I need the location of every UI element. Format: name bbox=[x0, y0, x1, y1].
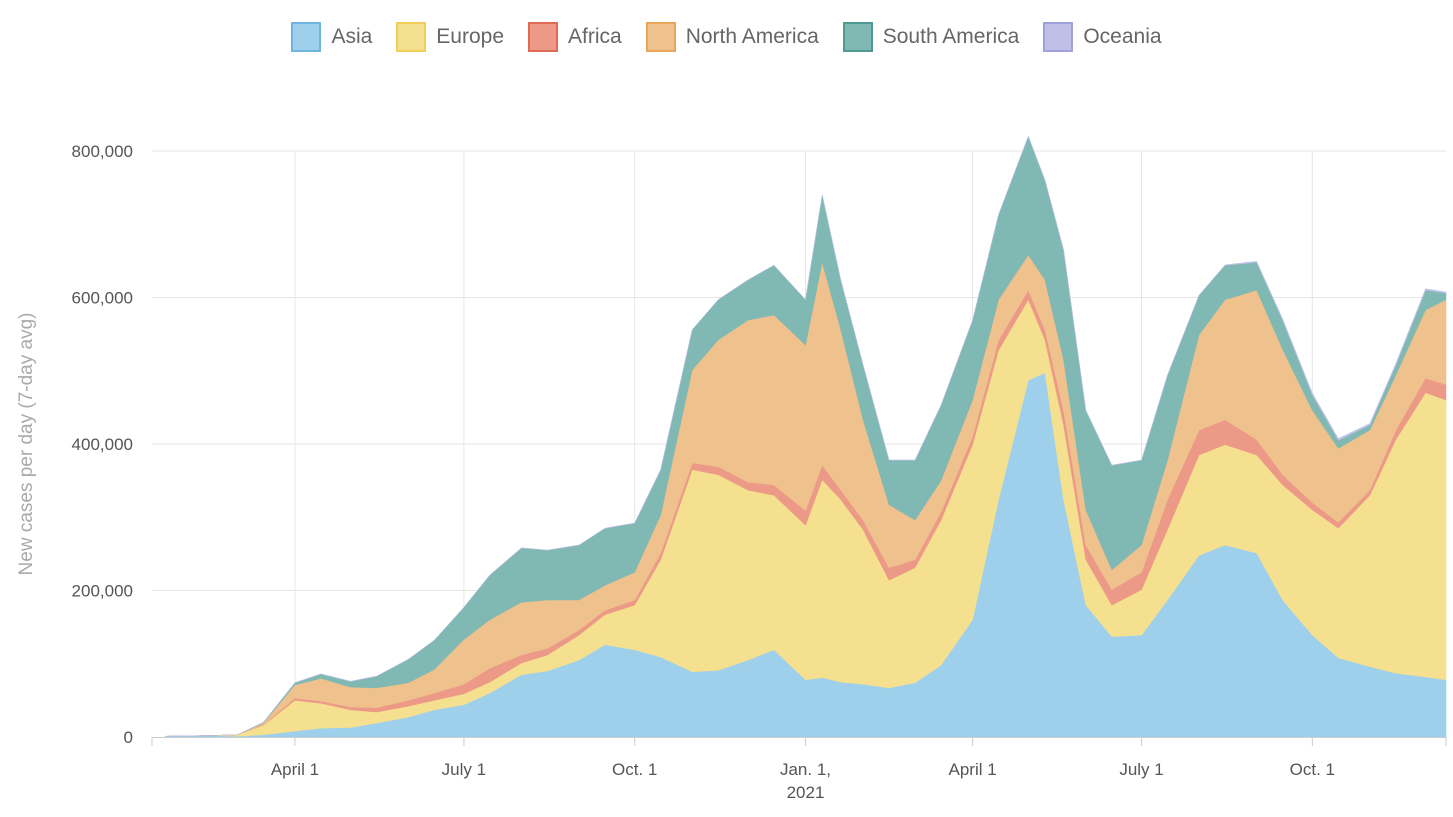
legend-swatch bbox=[842, 22, 873, 52]
x-tick-label: July 1 bbox=[442, 760, 486, 779]
axes: 0 200,000 400,000 600,000 800,000 April 1 July… bbox=[72, 142, 1447, 802]
legend-label: Africa bbox=[568, 25, 622, 48]
area-oceania bbox=[164, 135, 1447, 737]
legend-label: North America bbox=[685, 25, 819, 48]
legend-item-north-america[interactable]: North America bbox=[645, 22, 819, 52]
legend-swatch bbox=[396, 22, 427, 52]
legend-label: Oceania bbox=[1083, 25, 1162, 48]
y-tick-label: 200,000 bbox=[72, 582, 133, 601]
legend-item-asia[interactable]: Asia bbox=[291, 22, 372, 52]
y-tick-label: 0 bbox=[124, 728, 133, 747]
legend-item-europe[interactable]: Europe bbox=[396, 22, 504, 52]
legend-swatch bbox=[528, 22, 559, 52]
legend-label: Asia bbox=[331, 25, 373, 48]
legend-item-africa[interactable]: Africa bbox=[528, 22, 622, 52]
legend-swatch bbox=[1043, 22, 1074, 52]
x-tick-label: April 1 bbox=[948, 760, 996, 779]
x-tick-label: Jan. 1, bbox=[780, 760, 831, 779]
x-tick-label: Oct. 1 bbox=[1290, 760, 1335, 779]
x-tick-label: Oct. 1 bbox=[612, 760, 657, 779]
y-tick-label: 600,000 bbox=[72, 289, 133, 308]
legend-swatch bbox=[645, 22, 676, 52]
y-tick-label: 800,000 bbox=[72, 142, 133, 161]
y-tick-label: 400,000 bbox=[72, 435, 133, 454]
legend-swatch bbox=[291, 22, 322, 52]
x-tick-label: July 1 bbox=[1119, 760, 1163, 779]
legend-label: Europe bbox=[436, 25, 505, 48]
legend-item-south-america[interactable]: South America bbox=[842, 22, 1020, 52]
legend-item-oceania[interactable]: Oceania bbox=[1043, 22, 1162, 52]
area-series bbox=[164, 135, 1447, 738]
y-axis-label: New cases per day (7-day avg) bbox=[16, 313, 37, 576]
x-tick-label: April 1 bbox=[271, 760, 319, 779]
legend-label: South America bbox=[882, 25, 1020, 48]
x-tick-sublabel: 2021 bbox=[787, 783, 825, 802]
legend: Asia Europe Africa North America South Ameri… bbox=[0, 22, 1453, 52]
